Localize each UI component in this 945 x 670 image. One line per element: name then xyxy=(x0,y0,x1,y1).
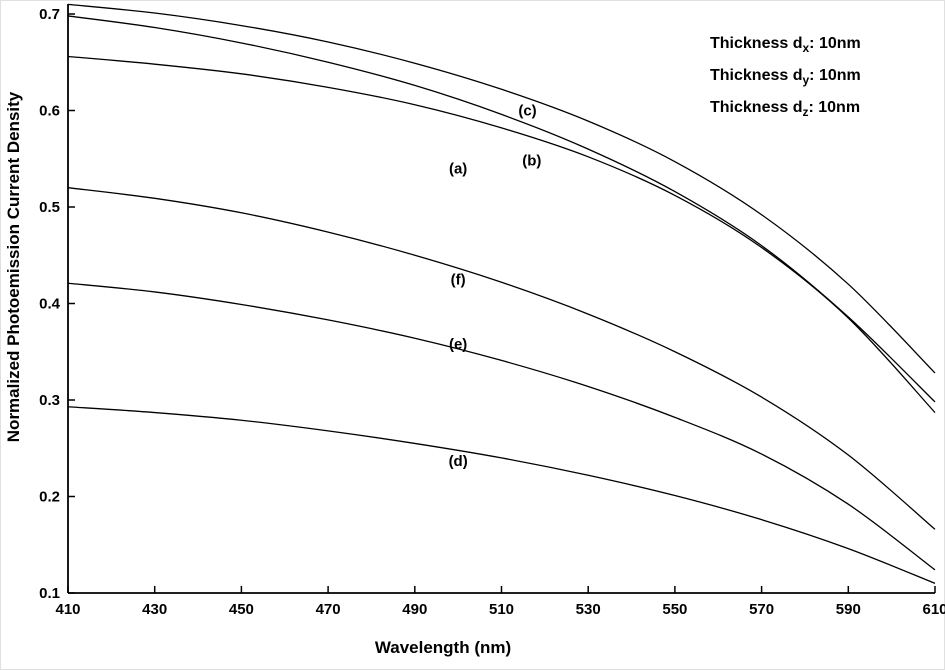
annotation-subscript: x xyxy=(802,41,810,56)
x-tick-label: 450 xyxy=(229,601,254,618)
curve-c xyxy=(67,3,936,374)
curve-a xyxy=(67,55,936,413)
curve-label-c: (c) xyxy=(518,103,536,120)
x-tick-label: 590 xyxy=(836,601,861,618)
x-axis-title: Wavelength (nm) xyxy=(374,638,512,657)
annotation-text: Thickness d xyxy=(710,35,803,52)
y-tick-label: 0.1 xyxy=(39,585,60,602)
x-tick-label: 430 xyxy=(142,601,167,618)
annotation-text: : 10nm xyxy=(808,99,861,117)
thickness-x-annotation: Thickness dx: 10nm xyxy=(710,30,861,62)
curve-label-f: (f) xyxy=(451,271,466,288)
annotation-text: Thickness d xyxy=(710,67,803,85)
x-tick-label: 570 xyxy=(749,601,774,618)
y-tick-label: 0.7 xyxy=(39,6,60,23)
annotation-text: : 10nm xyxy=(809,67,861,85)
x-tick-label: 410 xyxy=(55,601,80,618)
x-tick-label: 550 xyxy=(662,601,687,618)
thickness-y-annotation: Thickness dy: 10nm xyxy=(710,62,861,94)
x-tick-label: 490 xyxy=(402,601,427,618)
x-tick-label: 610 xyxy=(922,601,945,618)
y-tick-label: 0.3 xyxy=(39,392,60,409)
curve-label-e: (e) xyxy=(449,336,467,353)
annotation-subscript: y xyxy=(802,73,810,88)
x-tick-label: 530 xyxy=(576,601,601,618)
y-tick-label: 0.2 xyxy=(39,489,60,506)
x-tick-label: 510 xyxy=(489,601,514,618)
curve-e xyxy=(67,282,936,571)
y-tick-label: 0.4 xyxy=(39,296,61,313)
curve-label-a: (a) xyxy=(449,160,467,177)
curve-f xyxy=(67,187,936,530)
curve-label-d: (d) xyxy=(449,453,468,470)
x-tick-label: 470 xyxy=(316,601,341,618)
curve-d xyxy=(67,406,936,584)
y-tick-label: 0.5 xyxy=(39,199,60,216)
curve-label-b: (b) xyxy=(522,153,541,170)
y-tick-label: 0.6 xyxy=(39,103,60,120)
annotation-text: : 10nm xyxy=(809,35,861,52)
thickness-z-annotation: Thickness dz: 10nm xyxy=(710,94,861,126)
annotation-subscript: z xyxy=(802,105,809,120)
annotation-text: Thickness d xyxy=(710,99,803,117)
thickness-annotations: Thickness dx: 10nm Thickness dy: 10nm Th… xyxy=(710,30,861,127)
